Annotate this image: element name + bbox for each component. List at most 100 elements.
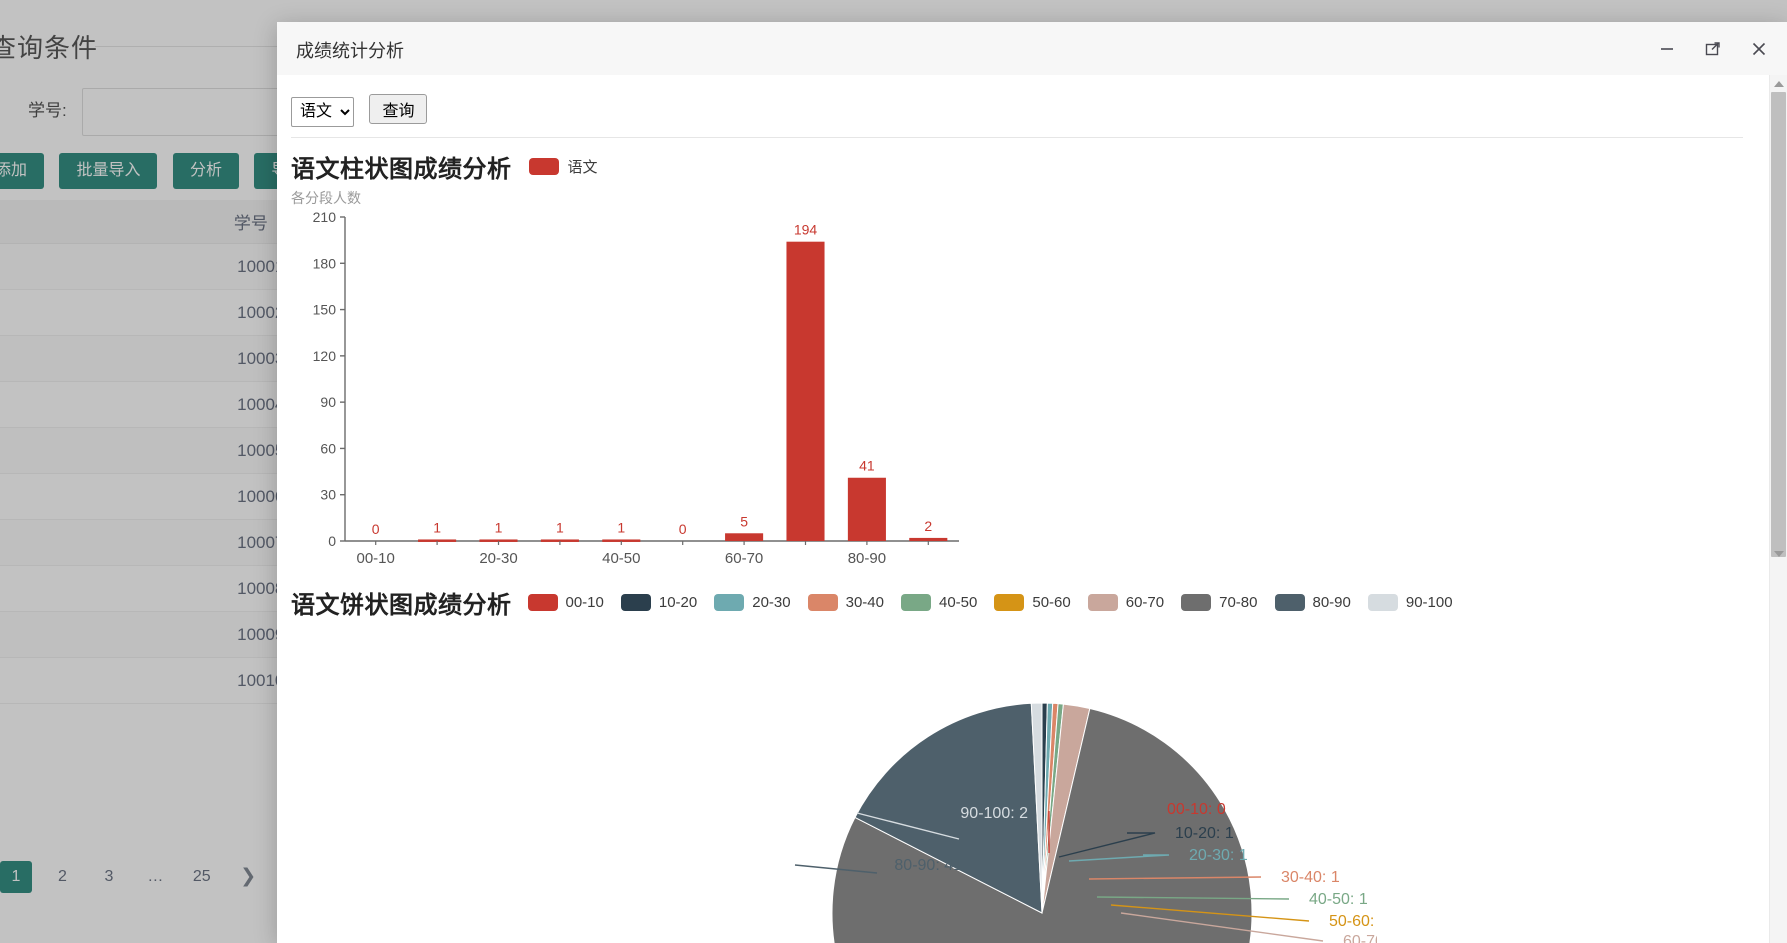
pie-slice[interactable] bbox=[1030, 702, 1043, 914]
bar-chart[interactable]: 0 30 60 90 120 150 180 210 0 00-10 1 1 20-30 1 1 40-50 0… bbox=[287, 201, 967, 611]
scrollbar-thumb[interactable] bbox=[1771, 92, 1786, 557]
pie-legend-item[interactable]: 00-10 bbox=[527, 593, 604, 611]
maximize-icon[interactable] bbox=[1701, 37, 1725, 61]
page-2[interactable]: 2 bbox=[58, 868, 67, 885]
legend-swatch bbox=[620, 593, 651, 611]
pie-data-label: 40-50: 1 bbox=[1309, 891, 1368, 908]
row-select-cell[interactable] bbox=[0, 519, 101, 566]
pie-leader-line bbox=[1120, 912, 1324, 942]
page-3[interactable]: 3 bbox=[104, 868, 114, 885]
pie-chart-title: 语文饼状图成绩分析 bbox=[291, 591, 512, 619]
bulk-import-button[interactable]: 批量导入 bbox=[59, 153, 158, 189]
pie-leader-line bbox=[856, 812, 960, 840]
legend-label: 50-60 bbox=[1032, 593, 1071, 611]
chevron-right-icon[interactable]: ❯ bbox=[240, 866, 257, 887]
y-axis-tick: 150 bbox=[313, 302, 337, 318]
close-icon[interactable] bbox=[1747, 37, 1771, 61]
x-axis-tick: 80-90 bbox=[848, 550, 886, 567]
y-axis-tick: 210 bbox=[313, 209, 337, 225]
pie-chart[interactable]: 00-10: 0 10-20: 1 20-30: 1 30-40: 1 40-50: 1… bbox=[697, 617, 1377, 943]
bar-value-label: 5 bbox=[740, 513, 748, 529]
bar-chart-axis-caption: 各分段人数 bbox=[291, 190, 361, 206]
y-axis-tick: 90 bbox=[320, 394, 336, 410]
bar-value-label: 1 bbox=[556, 519, 564, 535]
bar[interactable] bbox=[479, 539, 518, 542]
row-select-cell[interactable] bbox=[0, 243, 101, 290]
row-select-cell[interactable] bbox=[0, 289, 101, 336]
bar[interactable] bbox=[418, 539, 457, 542]
pie-legend-item[interactable]: 80-90 bbox=[1274, 593, 1351, 611]
bar[interactable] bbox=[847, 477, 886, 541]
pie-legend-item[interactable]: 40-50 bbox=[901, 593, 978, 611]
legend-label: 10-20 bbox=[658, 593, 698, 611]
row-select-cell[interactable] bbox=[0, 565, 101, 612]
student-id-label: 学号: bbox=[28, 101, 67, 120]
pie-slice[interactable] bbox=[854, 702, 1043, 914]
pie-slice[interactable] bbox=[831, 707, 1253, 943]
x-axis-tick: 00-10 bbox=[357, 550, 395, 567]
row-select-cell[interactable] bbox=[0, 427, 101, 474]
y-axis-tick: 30 bbox=[320, 487, 336, 503]
dialog-body: 语文数学英语 查询 语文柱状图成绩分析 语文 各分段人数 0 30 60 90 120 1… bbox=[277, 75, 1787, 943]
pie-legend-item[interactable]: 70-80 bbox=[1181, 593, 1258, 611]
y-axis-tick: 120 bbox=[313, 348, 337, 364]
scroll-down-arrow-icon[interactable] bbox=[1770, 545, 1787, 562]
bar[interactable] bbox=[786, 241, 825, 541]
pie-data-label: 10-20: 1 bbox=[1175, 825, 1234, 842]
minimize-icon[interactable] bbox=[1655, 37, 1679, 61]
chart-toolbar: 语文数学英语 查询 bbox=[291, 94, 428, 127]
legend-label: 40-50 bbox=[939, 593, 978, 611]
pie-data-label: 50-60: 0 bbox=[1329, 913, 1377, 930]
pie-leader-line bbox=[794, 864, 878, 874]
row-select-cell[interactable] bbox=[0, 381, 101, 428]
legend-label: 90-100 bbox=[1405, 593, 1453, 611]
analyze-button[interactable]: 分析 bbox=[172, 153, 239, 189]
dialog-title: 成绩统计分析 bbox=[296, 41, 404, 61]
row-select-cell[interactable] bbox=[0, 611, 101, 658]
add-button[interactable]: 添加 bbox=[0, 153, 45, 189]
pie-chart-legend[interactable]: 00-10 10-20 20-30 30-40 40-50 50-60 60-70 70-80… bbox=[527, 593, 1470, 611]
row-select-cell[interactable] bbox=[0, 473, 101, 520]
pie-data-label: 20-30: 1 bbox=[1189, 847, 1248, 864]
statistics-dialog: 成绩统计分析 语文数学英语 查询 bbox=[277, 22, 1787, 943]
pie-legend-item[interactable]: 20-30 bbox=[714, 593, 791, 611]
y-axis-tick: 60 bbox=[320, 440, 336, 456]
subject-select[interactable]: 语文数学英语 bbox=[291, 96, 354, 127]
legend-label: 语文 bbox=[567, 158, 598, 176]
scroll-up-arrow-icon[interactable] bbox=[1770, 75, 1787, 92]
bar-value-label: 1 bbox=[495, 519, 503, 535]
page-25[interactable]: 25 bbox=[192, 868, 211, 885]
bar-value-label: 0 bbox=[372, 521, 380, 537]
page-1[interactable]: 1 bbox=[0, 861, 32, 893]
legend-swatch bbox=[527, 593, 558, 611]
legend-swatch bbox=[1181, 593, 1212, 611]
row-select-cell[interactable] bbox=[0, 657, 101, 704]
pie-leader-line bbox=[1058, 832, 1156, 858]
dialog-scrollbar[interactable] bbox=[1769, 75, 1787, 943]
x-axis-tick: 60-70 bbox=[725, 550, 763, 567]
bar[interactable] bbox=[909, 537, 948, 541]
bar[interactable] bbox=[602, 539, 641, 542]
dialog-titlebar[interactable]: 成绩统计分析 bbox=[277, 22, 1787, 76]
y-axis-tick: 0 bbox=[328, 533, 336, 549]
pie-data-label: 90-100: 2 bbox=[960, 805, 1028, 822]
table-header-blank bbox=[0, 200, 101, 244]
bar[interactable] bbox=[540, 539, 579, 542]
pie-legend-item[interactable]: 10-20 bbox=[620, 593, 698, 611]
pie-legend-item[interactable]: 60-70 bbox=[1087, 593, 1164, 611]
pie-legend-item[interactable]: 90-100 bbox=[1367, 593, 1453, 611]
legend-label: 30-40 bbox=[845, 593, 884, 611]
bar[interactable] bbox=[725, 533, 764, 541]
bar-chart-title: 语文柱状图成绩分析 bbox=[291, 155, 512, 183]
pie-legend-item[interactable]: 50-60 bbox=[994, 593, 1071, 611]
row-select-cell[interactable] bbox=[0, 335, 101, 382]
bar-value-label: 194 bbox=[794, 222, 818, 238]
pie-legend-item[interactable]: 30-40 bbox=[807, 593, 884, 611]
bar-value-label: 1 bbox=[433, 519, 441, 535]
y-axis-tick: 180 bbox=[313, 255, 337, 271]
legend-swatch bbox=[1087, 593, 1118, 611]
bar-chart-legend[interactable]: 语文 bbox=[528, 156, 598, 177]
query-button[interactable]: 查询 bbox=[369, 94, 428, 124]
page-ellipsis: … bbox=[147, 868, 164, 885]
pie-leader-line bbox=[1110, 904, 1310, 922]
